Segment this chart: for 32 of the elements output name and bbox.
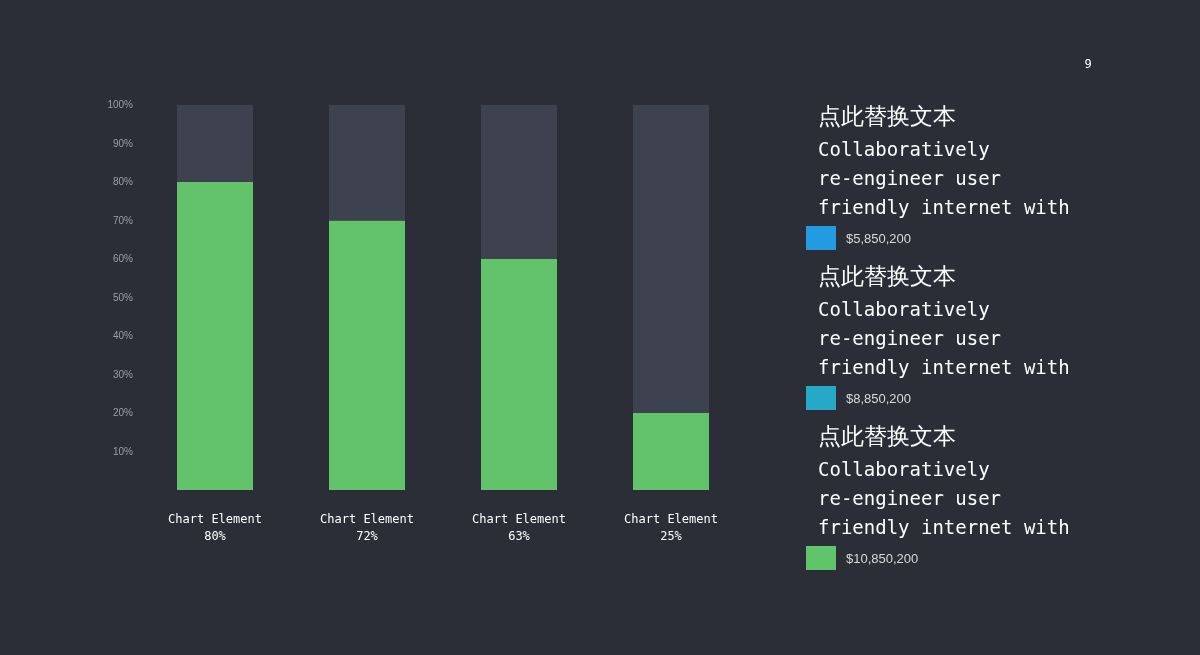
x-tick-label: Chart Element 72% bbox=[320, 512, 414, 543]
text: Collaboratively re-engineer user friendly internet with bbox=[818, 298, 1070, 378]
text: Collaboratively re-engineer user friendly internet with bbox=[818, 138, 1070, 218]
bar bbox=[481, 105, 557, 259]
y-tick-label: 50% bbox=[112, 291, 134, 303]
text: 9 bbox=[1084, 57, 1092, 71]
y-tick-label: 30% bbox=[112, 368, 134, 380]
text: 点此替换文本 bbox=[818, 423, 956, 449]
bar bbox=[329, 220, 405, 490]
bar bbox=[633, 413, 709, 490]
y-tick-label: 100% bbox=[107, 99, 134, 110]
text: Collaboratively re-engineer user friendly internet with bbox=[818, 458, 1070, 538]
text: $5,850,200 bbox=[846, 231, 912, 246]
y-tick-label: 60% bbox=[112, 253, 134, 264]
y-tick-label: 90% bbox=[112, 137, 134, 149]
y-tick-label: 10% bbox=[112, 445, 134, 457]
y-tick-label: 20% bbox=[112, 407, 134, 418]
x-tick-label: Chart Element 25% bbox=[624, 512, 718, 543]
text: $8,850,200 bbox=[846, 391, 912, 406]
bar bbox=[177, 182, 253, 490]
text: 点此替换文本 bbox=[818, 103, 956, 129]
bar bbox=[481, 259, 557, 490]
bar bbox=[177, 105, 253, 182]
y-tick-label: 80% bbox=[112, 176, 134, 187]
text: $10,850,200 bbox=[846, 551, 919, 566]
x-tick-label: Chart Element 80% bbox=[168, 512, 262, 543]
bar bbox=[329, 105, 405, 221]
x-tick-label: Chart Element 63% bbox=[472, 512, 566, 543]
text: 点此替换文本 bbox=[818, 263, 956, 289]
bar bbox=[633, 105, 709, 413]
y-tick-label: 40% bbox=[112, 330, 134, 341]
y-tick-label: 70% bbox=[112, 214, 134, 226]
